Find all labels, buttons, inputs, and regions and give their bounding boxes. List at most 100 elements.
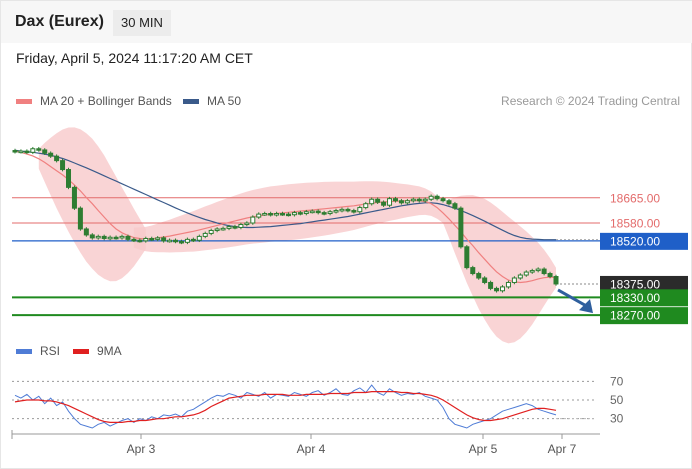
candle-body bbox=[446, 200, 452, 205]
x-tick-label: Apr 4 bbox=[297, 442, 326, 456]
candle-body bbox=[173, 239, 179, 243]
candle-body bbox=[190, 238, 196, 242]
candle-body bbox=[238, 224, 244, 228]
candle-body bbox=[232, 226, 238, 229]
ma20-swatch bbox=[16, 98, 32, 104]
x-tick-label: Apr 5 bbox=[469, 442, 498, 456]
candle-body bbox=[410, 198, 416, 202]
candle-body bbox=[30, 148, 36, 153]
candle-body bbox=[381, 201, 387, 206]
candle-body bbox=[511, 277, 517, 283]
candle-body bbox=[12, 150, 18, 153]
candle-body bbox=[77, 207, 83, 230]
candle-body bbox=[452, 203, 458, 209]
price-label-box bbox=[600, 275, 688, 292]
price-level-label: 18520.00 bbox=[610, 234, 660, 248]
candle-body bbox=[351, 210, 357, 213]
candle-body bbox=[321, 212, 327, 215]
legend-ma20: MA 20 + Bollinger Bands bbox=[16, 94, 172, 108]
candle-body bbox=[54, 155, 60, 162]
candle-body bbox=[161, 237, 167, 242]
candle-body bbox=[250, 216, 256, 224]
forecast-arrow bbox=[557, 288, 586, 307]
candle-body bbox=[66, 169, 72, 188]
candle-body bbox=[101, 235, 107, 239]
candle-body bbox=[488, 281, 494, 289]
candle-body bbox=[464, 246, 470, 269]
candle-body bbox=[285, 213, 291, 217]
candle-body bbox=[416, 198, 422, 202]
candle-body bbox=[95, 235, 101, 239]
rsi-swatch bbox=[16, 348, 32, 354]
candle-body bbox=[83, 228, 89, 236]
candle-body bbox=[36, 148, 42, 151]
candle-body bbox=[155, 237, 161, 240]
candle-body bbox=[476, 273, 482, 279]
candle-body bbox=[280, 213, 286, 216]
ma50-swatch bbox=[183, 98, 199, 104]
ma20-line bbox=[14, 150, 557, 284]
candle-body bbox=[89, 234, 95, 239]
candle-body bbox=[167, 239, 173, 243]
ma50-label: MA 50 bbox=[207, 94, 242, 108]
price-label-box bbox=[600, 289, 688, 307]
candle-body bbox=[440, 198, 446, 202]
candle-body bbox=[113, 236, 119, 240]
candle-body bbox=[345, 208, 351, 212]
candle-body bbox=[202, 232, 208, 237]
candle-body bbox=[553, 276, 559, 285]
candle-body bbox=[434, 195, 440, 200]
candle-body bbox=[297, 212, 303, 215]
candle-body bbox=[18, 150, 24, 154]
candle-body bbox=[387, 198, 393, 206]
candle-body bbox=[458, 207, 464, 248]
candle-body bbox=[428, 195, 434, 200]
candle-body bbox=[24, 150, 30, 154]
x-tick-label: Apr 7 bbox=[548, 442, 577, 456]
candle-body bbox=[517, 274, 523, 279]
title-bar: Dax (Eurex) 30 MIN bbox=[1, 1, 692, 43]
candle-body bbox=[505, 281, 511, 288]
candle-body bbox=[149, 237, 155, 241]
candle-body bbox=[482, 277, 488, 283]
candle-body bbox=[523, 271, 529, 276]
price-label-box bbox=[600, 307, 688, 325]
candle-body bbox=[392, 198, 398, 202]
candle-body bbox=[256, 213, 262, 218]
candle-body bbox=[404, 200, 410, 204]
rsi-ma-label: 9MA bbox=[97, 344, 122, 358]
rsi-label: RSI bbox=[40, 344, 61, 358]
price-level-label: 18330.00 bbox=[610, 291, 660, 305]
price-level-label: 18375.00 bbox=[610, 277, 660, 291]
candle-body bbox=[226, 226, 232, 229]
rsi-tick-label: 70 bbox=[610, 374, 624, 388]
candle-body bbox=[315, 210, 321, 214]
candle-body bbox=[547, 273, 553, 278]
candle-body bbox=[60, 160, 66, 171]
candle-body bbox=[309, 210, 315, 214]
forecast-arrowhead bbox=[579, 299, 593, 314]
candle-body bbox=[143, 237, 149, 242]
legend-ma50: MA 50 bbox=[183, 94, 241, 108]
price-level-label: 18665.00 bbox=[610, 191, 660, 205]
candle-body bbox=[291, 212, 297, 216]
candle-body bbox=[71, 186, 77, 209]
timeframe-badge[interactable]: 30 MIN bbox=[113, 10, 171, 36]
rsi-line bbox=[14, 384, 557, 429]
price-label-box bbox=[600, 232, 688, 250]
candle-body bbox=[178, 240, 184, 244]
candle-body bbox=[398, 200, 404, 204]
candle-body bbox=[184, 238, 190, 243]
candle-body bbox=[48, 152, 54, 157]
candle-body bbox=[327, 211, 333, 215]
candle-body bbox=[494, 287, 500, 292]
candle-body bbox=[357, 207, 363, 213]
candle-body bbox=[208, 229, 214, 234]
candle-body bbox=[262, 213, 268, 216]
candle-body bbox=[107, 236, 113, 240]
candle-body bbox=[119, 235, 125, 239]
candle-body bbox=[535, 268, 541, 272]
candle-body bbox=[220, 227, 226, 231]
timestamp: Friday, April 5, 2024 11:17:20 AM CET bbox=[16, 50, 253, 66]
